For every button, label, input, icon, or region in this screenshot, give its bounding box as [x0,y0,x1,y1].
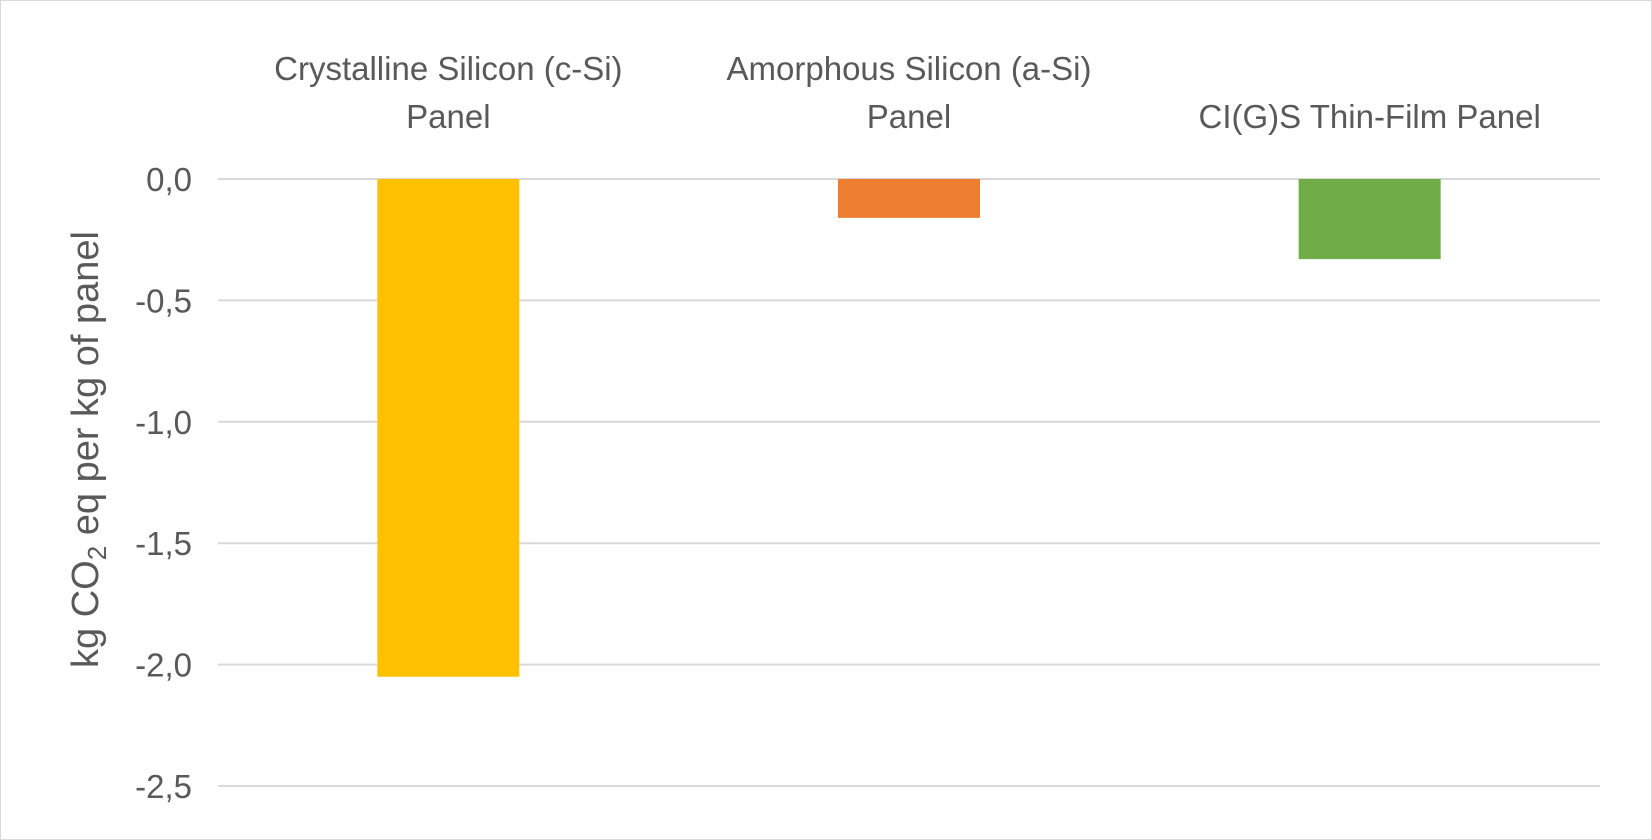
category-label: Amorphous Silicon (a-Si) [727,50,1092,87]
y-axis-title-text: kg CO [65,560,107,668]
category-label: Crystalline Silicon (c-Si) [274,50,622,87]
category-label: CI(G)S Thin-Film Panel [1199,98,1541,135]
y-axis-tick-labels: 0,0 -0,5 -1,0 -1,5 -2,0 -2,5 [135,161,192,805]
category-label: Panel [867,98,951,135]
y-tick-label: -1,5 [135,525,192,562]
bars [377,179,1441,677]
category-labels: Crystalline Silicon (c-Si) Panel Amorphous… [274,50,1541,135]
y-tick-label: -1,0 [135,404,192,441]
bar [1298,179,1441,260]
y-tick-label: -0,5 [135,282,192,319]
y-axis-title: kg CO2 eq per kg of panel [65,231,112,668]
bar [377,179,520,677]
y-tick-label: 0,0 [146,161,192,198]
y-axis-title-text-rest: eq per kg of panel [65,231,107,546]
y-tick-label: -2,5 [135,768,192,805]
y-axis-title-subscript: 2 [82,546,112,560]
y-tick-label: -2,0 [135,647,192,684]
bar [838,179,980,218]
category-label: Panel [406,98,490,135]
